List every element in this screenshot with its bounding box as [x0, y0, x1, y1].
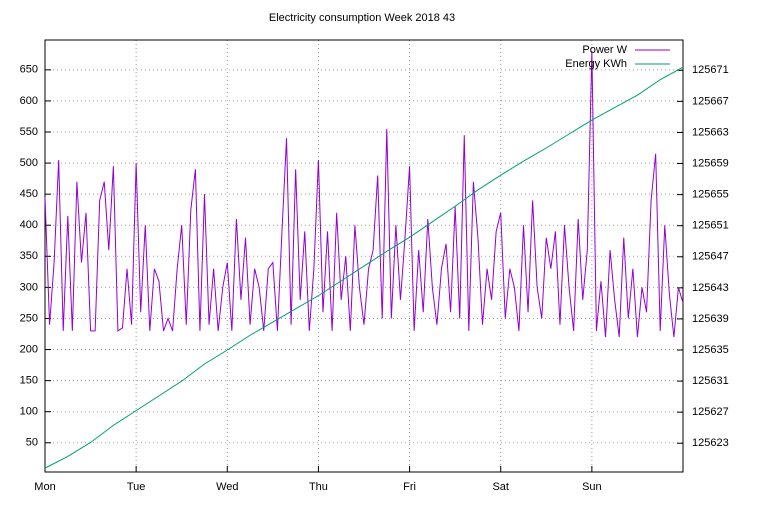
- chart-title: Electricity consumption Week 2018 43: [269, 12, 455, 24]
- y2-tick-label: 125623: [692, 437, 729, 449]
- y2-tick-label: 125651: [692, 220, 729, 232]
- series-line: [44, 51, 684, 338]
- y-tick-label: 400: [20, 219, 38, 231]
- y2-tick-label: 125639: [692, 313, 729, 325]
- y2-tick-label: 125635: [692, 344, 729, 356]
- y2-tick-label: 125627: [692, 406, 729, 418]
- y-tick-label: 250: [20, 312, 38, 324]
- x-tick-label: Mon: [34, 481, 55, 493]
- y-tick-label: 550: [20, 126, 38, 138]
- y2-tick-label: 125643: [692, 282, 729, 294]
- y-tick-label: 600: [20, 95, 38, 107]
- y-tick-label: 300: [20, 281, 38, 293]
- legend-label: Energy KWh: [565, 58, 627, 70]
- y-tick-label: 50: [26, 437, 38, 449]
- y-tick-label: 650: [20, 64, 38, 76]
- y-tick-label: 150: [20, 375, 38, 387]
- legend-label: Power W: [582, 44, 627, 56]
- x-tick-label: Sat: [492, 481, 509, 493]
- y2-tick-label: 125655: [692, 189, 729, 201]
- y-tick-label: 500: [20, 157, 38, 169]
- y2-tick-label: 125671: [692, 64, 729, 76]
- x-tick-label: Sun: [582, 481, 602, 493]
- plot-frame: [44, 39, 684, 473]
- y2-tick-label: 125659: [692, 157, 729, 169]
- y2-tick-label: 125667: [692, 95, 729, 107]
- y-tick-label: 450: [20, 188, 38, 200]
- y-tick-label: 350: [20, 250, 38, 262]
- y-tick-label: 100: [20, 406, 38, 418]
- x-tick-label: Wed: [216, 481, 238, 493]
- x-tick-label: Fri: [403, 481, 416, 493]
- y-tick-label: 200: [20, 343, 38, 355]
- y2-tick-label: 125631: [692, 375, 729, 387]
- y2-tick-label: 125663: [692, 126, 729, 138]
- x-tick-label: Tue: [127, 481, 146, 493]
- x-tick-label: Thu: [309, 481, 328, 493]
- y2-tick-label: 125647: [692, 251, 729, 263]
- series-line: [44, 66, 684, 469]
